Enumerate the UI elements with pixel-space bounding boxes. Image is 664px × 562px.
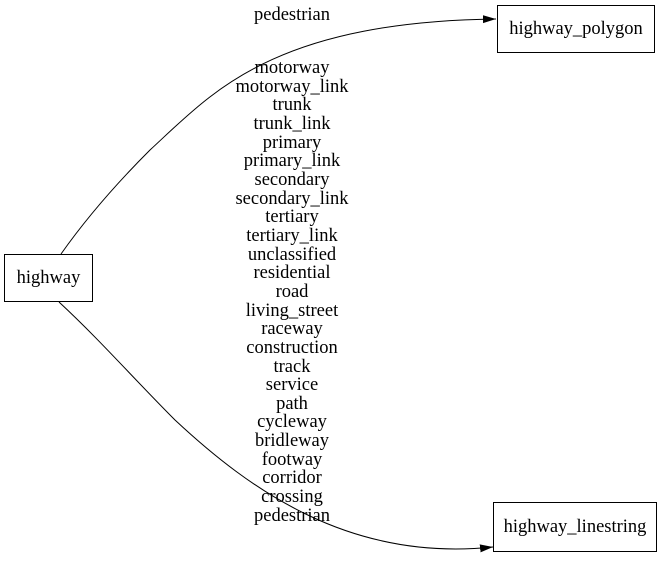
edge-label-line: residential <box>253 263 331 284</box>
edge-label-line: cycleway <box>257 412 327 433</box>
edge-label-line: trunk <box>272 95 312 116</box>
edge-label-line: pedestrian <box>253 505 331 526</box>
edge-label-line: bridleway <box>255 431 329 452</box>
node-highway-linestring-label: highway_linestring <box>503 516 647 537</box>
edge-label-line: construction <box>246 337 338 358</box>
edge-label-line: road <box>275 281 309 302</box>
edge-label-polygon: pedestrian <box>253 5 331 25</box>
edge-label-line: tertiary <box>265 207 319 228</box>
edge-label-line: motorway <box>254 58 330 78</box>
node-highway-linestring: highway_linestring <box>493 502 657 552</box>
edge-label-line: raceway <box>261 319 323 340</box>
edge-label-line: unclassified <box>247 244 337 265</box>
edge-label-line: service <box>265 375 319 396</box>
edge-label-line: primary_link <box>243 151 341 172</box>
edge-label-line: crossing <box>261 487 323 508</box>
edge-label-line: trunk_link <box>253 113 331 134</box>
node-highway-label: highway <box>16 267 81 288</box>
edge-highway-to-linestring <box>58 301 494 553</box>
node-highway-polygon-label: highway_polygon <box>509 18 643 39</box>
edge-label-line: path <box>276 393 308 414</box>
edge-label-linestring: motorway motorway_link trunk trunk_link … <box>210 59 374 525</box>
node-highway-polygon: highway_polygon <box>497 5 655 53</box>
edge-label-line: secondary_link <box>235 188 349 209</box>
edge-highway-to-polygon <box>60 15 497 255</box>
edge-label-line: primary <box>262 132 322 153</box>
edge-label-line: corridor <box>262 468 322 489</box>
edge-label-line: track <box>273 356 311 377</box>
edge-label-line: living_street <box>245 300 339 321</box>
node-highway: highway <box>4 254 93 302</box>
edge-label-line: secondary <box>254 169 330 190</box>
edge-label-line: tertiary_link <box>246 225 338 246</box>
edge-label-line: footway <box>261 449 323 470</box>
edge-label-line: motorway_link <box>235 76 349 97</box>
